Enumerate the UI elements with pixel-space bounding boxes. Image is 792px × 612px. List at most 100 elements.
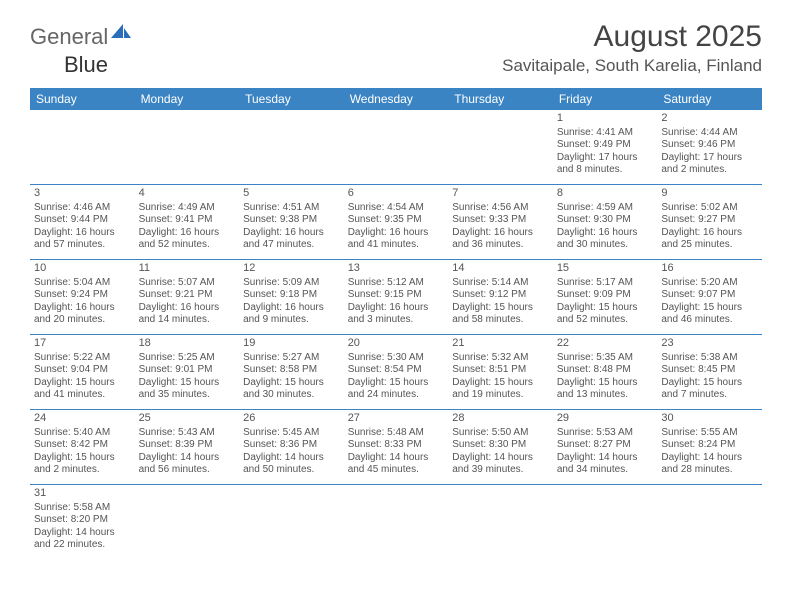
cell-text: Sunset: 9:38 PM	[243, 214, 340, 227]
cell-text: Sunset: 8:48 PM	[557, 364, 654, 377]
day-number: 19	[243, 337, 340, 351]
day-number: 27	[348, 412, 445, 426]
cell-text: and 57 minutes.	[34, 239, 131, 252]
cell-text: Daylight: 16 hours	[139, 302, 236, 315]
calendar-row: 1Sunrise: 4:41 AMSunset: 9:49 PMDaylight…	[30, 110, 762, 185]
calendar-cell: 27Sunrise: 5:48 AMSunset: 8:33 PMDayligh…	[344, 410, 449, 485]
cell-text: Sunrise: 5:32 AM	[452, 352, 549, 365]
day-number: 5	[243, 187, 340, 201]
cell-text: Daylight: 14 hours	[34, 527, 131, 540]
day-header: Wednesday	[344, 88, 449, 110]
day-header: Saturday	[657, 88, 762, 110]
day-number: 3	[34, 187, 131, 201]
day-number: 22	[557, 337, 654, 351]
cell-text: Daylight: 14 hours	[139, 452, 236, 465]
cell-text: Sunrise: 4:44 AM	[661, 127, 758, 140]
cell-text: Sunrise: 4:49 AM	[139, 202, 236, 215]
cell-text: Sunset: 8:24 PM	[661, 439, 758, 452]
day-header: Monday	[135, 88, 240, 110]
title-block: August 2025 Savitaipale, South Karelia, …	[502, 20, 762, 76]
cell-text: and 56 minutes.	[139, 464, 236, 477]
cell-text: and 41 minutes.	[34, 389, 131, 402]
cell-text: Sunset: 9:30 PM	[557, 214, 654, 227]
cell-text: Daylight: 16 hours	[34, 302, 131, 315]
calendar-cell: 21Sunrise: 5:32 AMSunset: 8:51 PMDayligh…	[448, 335, 553, 410]
day-header: Friday	[553, 88, 658, 110]
cell-text: and 30 minutes.	[243, 389, 340, 402]
calendar-cell: 16Sunrise: 5:20 AMSunset: 9:07 PMDayligh…	[657, 260, 762, 335]
cell-text: Sunrise: 4:59 AM	[557, 202, 654, 215]
cell-text: and 45 minutes.	[348, 464, 445, 477]
cell-text: and 2 minutes.	[661, 164, 758, 177]
calendar-cell: 11Sunrise: 5:07 AMSunset: 9:21 PMDayligh…	[135, 260, 240, 335]
cell-text: and 36 minutes.	[452, 239, 549, 252]
cell-text: Daylight: 15 hours	[139, 377, 236, 390]
cell-text: Daylight: 16 hours	[243, 302, 340, 315]
calendar-cell: 31Sunrise: 5:58 AMSunset: 8:20 PMDayligh…	[30, 485, 135, 560]
calendar-cell: 30Sunrise: 5:55 AMSunset: 8:24 PMDayligh…	[657, 410, 762, 485]
cell-text: Sunrise: 5:40 AM	[34, 427, 131, 440]
cell-text: Daylight: 16 hours	[139, 227, 236, 240]
day-number: 11	[139, 262, 236, 276]
calendar-cell: 20Sunrise: 5:30 AMSunset: 8:54 PMDayligh…	[344, 335, 449, 410]
cell-text: Daylight: 15 hours	[557, 377, 654, 390]
cell-text: and 34 minutes.	[557, 464, 654, 477]
day-number: 2	[661, 112, 758, 126]
calendar-cell	[30, 110, 135, 185]
day-number: 4	[139, 187, 236, 201]
day-number: 12	[243, 262, 340, 276]
calendar-cell: 10Sunrise: 5:04 AMSunset: 9:24 PMDayligh…	[30, 260, 135, 335]
cell-text: Daylight: 17 hours	[661, 152, 758, 165]
calendar-cell: 7Sunrise: 4:56 AMSunset: 9:33 PMDaylight…	[448, 185, 553, 260]
calendar-cell: 1Sunrise: 4:41 AMSunset: 9:49 PMDaylight…	[553, 110, 658, 185]
cell-text: and 20 minutes.	[34, 314, 131, 327]
cell-text: Sunset: 8:54 PM	[348, 364, 445, 377]
cell-text: and 25 minutes.	[661, 239, 758, 252]
cell-text: Sunrise: 4:46 AM	[34, 202, 131, 215]
cell-text: Sunset: 8:58 PM	[243, 364, 340, 377]
cell-text: Sunrise: 5:30 AM	[348, 352, 445, 365]
cell-text: Sunset: 9:12 PM	[452, 289, 549, 302]
calendar-cell: 26Sunrise: 5:45 AMSunset: 8:36 PMDayligh…	[239, 410, 344, 485]
cell-text: and 50 minutes.	[243, 464, 340, 477]
cell-text: and 39 minutes.	[452, 464, 549, 477]
cell-text: Daylight: 15 hours	[661, 302, 758, 315]
cell-text: Daylight: 16 hours	[661, 227, 758, 240]
cell-text: Sunset: 9:15 PM	[348, 289, 445, 302]
calendar-cell	[553, 485, 658, 560]
day-number: 28	[452, 412, 549, 426]
day-number: 14	[452, 262, 549, 276]
calendar-cell: 13Sunrise: 5:12 AMSunset: 9:15 PMDayligh…	[344, 260, 449, 335]
cell-text: Sunrise: 5:25 AM	[139, 352, 236, 365]
cell-text: Daylight: 17 hours	[557, 152, 654, 165]
day-number: 1	[557, 112, 654, 126]
logo-text-1: General	[30, 24, 108, 50]
cell-text: Sunrise: 5:09 AM	[243, 277, 340, 290]
cell-text: Daylight: 15 hours	[661, 377, 758, 390]
cell-text: Daylight: 16 hours	[348, 302, 445, 315]
day-number: 10	[34, 262, 131, 276]
cell-text: Daylight: 15 hours	[348, 377, 445, 390]
cell-text: and 7 minutes.	[661, 389, 758, 402]
cell-text: and 30 minutes.	[557, 239, 654, 252]
cell-text: Sunset: 8:27 PM	[557, 439, 654, 452]
cell-text: Sunrise: 5:45 AM	[243, 427, 340, 440]
cell-text: Sunset: 8:33 PM	[348, 439, 445, 452]
cell-text: Sunrise: 5:14 AM	[452, 277, 549, 290]
day-number: 9	[661, 187, 758, 201]
logo-text-2: Blue	[64, 52, 108, 77]
calendar-cell	[344, 110, 449, 185]
calendar-body: 1Sunrise: 4:41 AMSunset: 9:49 PMDaylight…	[30, 110, 762, 559]
calendar-cell	[135, 485, 240, 560]
calendar-cell: 9Sunrise: 5:02 AMSunset: 9:27 PMDaylight…	[657, 185, 762, 260]
cell-text: Sunset: 8:20 PM	[34, 514, 131, 527]
cell-text: Daylight: 14 hours	[452, 452, 549, 465]
cell-text: Daylight: 16 hours	[243, 227, 340, 240]
logo: General	[30, 20, 133, 54]
calendar-cell: 5Sunrise: 4:51 AMSunset: 9:38 PMDaylight…	[239, 185, 344, 260]
cell-text: and 14 minutes.	[139, 314, 236, 327]
cell-text: Sunrise: 5:35 AM	[557, 352, 654, 365]
cell-text: Sunrise: 4:54 AM	[348, 202, 445, 215]
cell-text: Sunrise: 5:07 AM	[139, 277, 236, 290]
cell-text: and 46 minutes.	[661, 314, 758, 327]
